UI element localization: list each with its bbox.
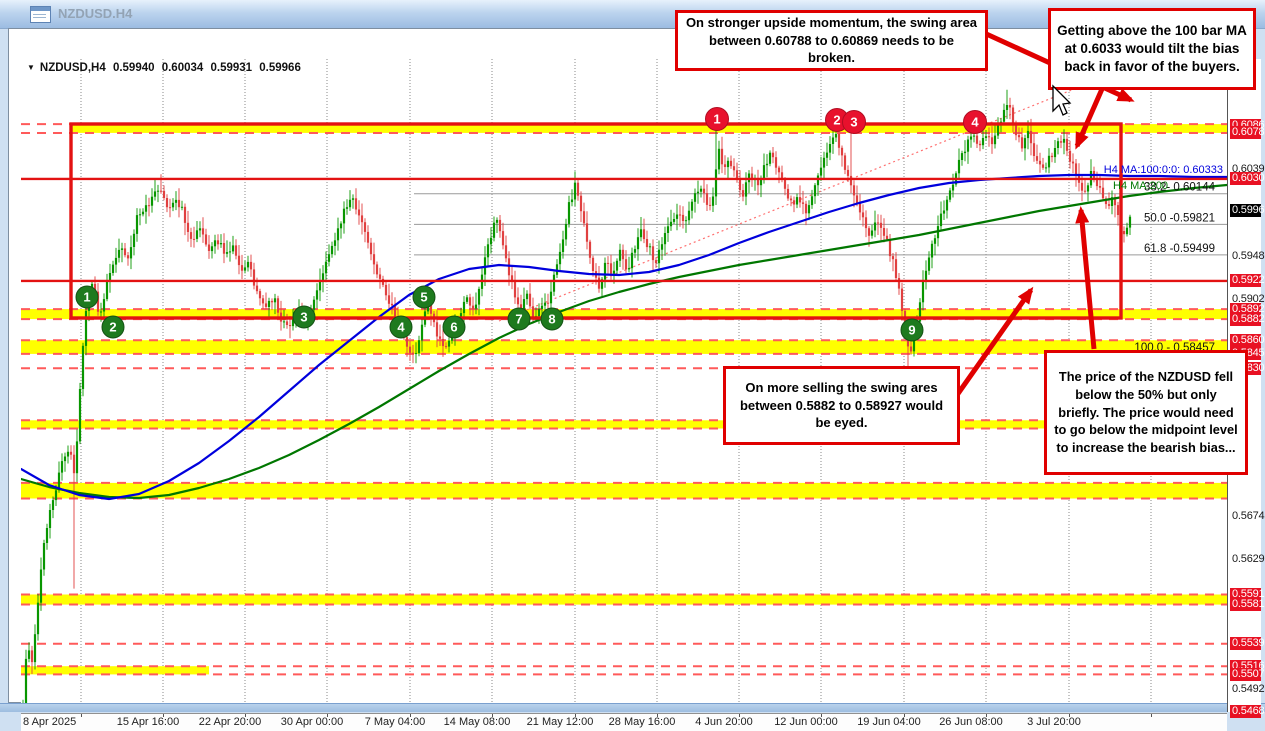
- current-price-label: 0.59966: [1230, 204, 1265, 217]
- scale-price-label: 0.56745: [1232, 510, 1265, 522]
- svg-text:2: 2: [833, 113, 840, 128]
- level-price-label: 0.55398: [1230, 637, 1265, 650]
- svg-text:H4 MA:100:0:0: 0.60333: H4 MA:100:0:0: 0.60333: [1104, 164, 1223, 176]
- level-price-label: 0.54689: [1230, 705, 1265, 718]
- marker-green-6: 6: [442, 315, 466, 339]
- svg-text:H4 MA:200: H4 MA:200: [1113, 180, 1168, 192]
- status-bar: [0, 703, 1265, 712]
- annotation-upside-momentum: On stronger upside momentum, the swing a…: [675, 10, 988, 71]
- level-price-label: 0.55075: [1230, 668, 1265, 681]
- candlestick-chart: 38.2- 0.60144 50.0 -0.59821 61.8 -0.59499 1…: [21, 59, 1227, 712]
- level-price-label: 0.55812: [1230, 598, 1265, 611]
- svg-text:4: 4: [971, 115, 979, 130]
- time-tick: [1151, 714, 1152, 717]
- symbol-dropdown-icon[interactable]: ▼: [27, 63, 35, 72]
- annotation-text: Getting above the 100 bar MA at 0.6033 w…: [1057, 22, 1247, 75]
- time-axis[interactable]: 8 Apr 2025 15 Apr 16:00 22 Apr 20:00 30 Apr…: [21, 713, 1227, 731]
- annotation-text: On more selling the swing ares between 0…: [739, 380, 944, 431]
- annotation-100bar-ma: Getting above the 100 bar MA at 0.6033 w…: [1048, 8, 1256, 90]
- annotation-more-selling: On more selling the swing ares between 0…: [723, 366, 960, 445]
- svg-text:3: 3: [850, 115, 857, 130]
- svg-text:3: 3: [300, 310, 307, 325]
- svg-text:38.2- 0.60144: 38.2- 0.60144: [1144, 182, 1216, 194]
- svg-text:7: 7: [515, 312, 522, 327]
- marker-red-1: 1: [705, 107, 729, 131]
- svg-text:5: 5: [420, 290, 427, 305]
- chart-window-icon: [30, 6, 51, 23]
- scale-price-label: 0.59025: [1232, 293, 1265, 305]
- window-title: NZDUSD.H4: [58, 6, 133, 21]
- svg-text:9: 9: [908, 323, 915, 338]
- header-symbol: NZDUSD,H4: [39, 62, 106, 74]
- level-price-label: 0.59225: [1230, 274, 1265, 287]
- svg-text:4: 4: [397, 320, 405, 335]
- annotation-text: On stronger upside momentum, the swing a…: [685, 15, 978, 66]
- marker-green-9: 9: [900, 318, 924, 342]
- level-price-label: 0.58822: [1230, 313, 1265, 326]
- level-price-label: 0.60301: [1230, 172, 1265, 185]
- level-price-label: 0.55918: [1230, 588, 1265, 601]
- svg-text:6: 6: [450, 320, 457, 335]
- svg-text:1: 1: [713, 112, 720, 127]
- marker-red-4: 4: [963, 110, 987, 134]
- header-open: 0.59940: [112, 62, 155, 74]
- level-price-label: 0.58600: [1230, 334, 1265, 347]
- marker-green-5: 5: [412, 285, 436, 309]
- marker-green-2: 2: [101, 315, 125, 339]
- ohlc-header: ▼ NZDUSD,H4 0.59940 0.60034 0.59931 0.599…: [27, 62, 305, 74]
- svg-text:61.8 -0.59499: 61.8 -0.59499: [1144, 243, 1215, 255]
- svg-text:1: 1: [83, 290, 90, 305]
- marker-green-8: 8: [540, 307, 564, 331]
- marker-green-3: 3: [292, 305, 316, 329]
- annotation-fifty-percent: The price of the NZDUSD fell below the 5…: [1044, 350, 1248, 475]
- marker-red-3: 3: [842, 110, 866, 134]
- level-price-label: 0.60788: [1230, 126, 1265, 139]
- header-high: 0.60034: [161, 62, 204, 74]
- marker-green-7: 7: [507, 307, 531, 331]
- svg-text:2: 2: [109, 320, 116, 335]
- level-price-label: 0.58927: [1230, 303, 1265, 316]
- svg-text:50.0 -0.59821: 50.0 -0.59821: [1144, 212, 1215, 224]
- marker-green-4: 4: [389, 315, 413, 339]
- marker-green-1: 1: [75, 285, 99, 309]
- time-label: 3 Jul 20:00: [1027, 716, 1081, 728]
- header-low: 0.59931: [210, 62, 253, 74]
- svg-text:8: 8: [548, 312, 555, 327]
- header-close: 0.59966: [259, 62, 301, 74]
- annotation-text: The price of the NZDUSD fell below the 5…: [1054, 369, 1238, 455]
